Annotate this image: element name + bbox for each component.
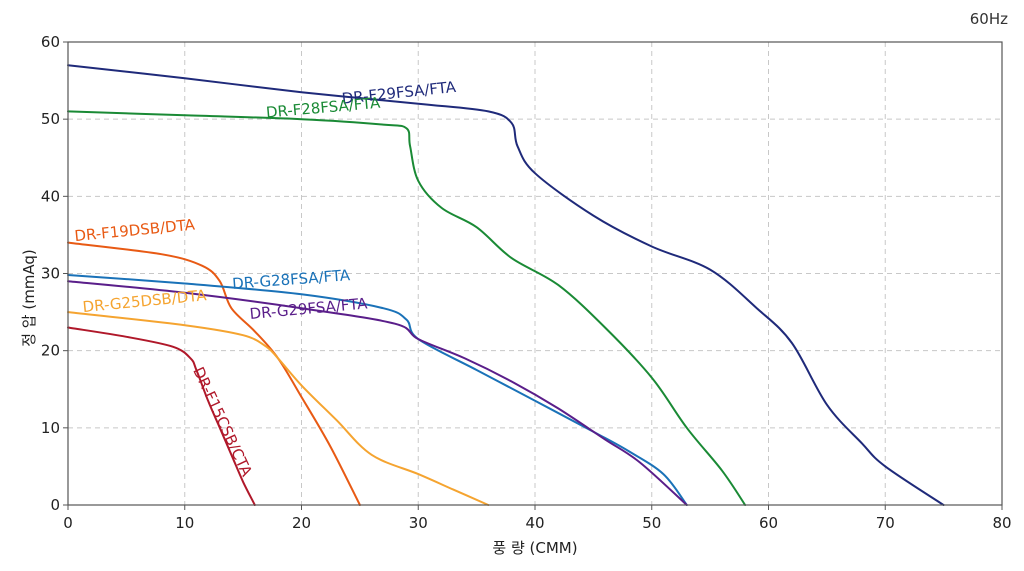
y-tick-label: 30 <box>41 265 60 283</box>
y-axis-ticks: 0 10 20 30 40 50 60 <box>41 33 68 514</box>
series-line-dr-f15csb-cta <box>67 326 256 506</box>
x-tick-label: 60 <box>759 514 778 532</box>
series-line-dr-f29fsa-fta <box>67 64 945 506</box>
series-label-dr-f28fsa-fta: DR-F28FSA/FTA <box>265 94 381 122</box>
x-axis-ticks: 0 10 20 30 40 50 60 70 80 <box>63 505 1012 532</box>
series-label-dr-g25dsb-dta: DR-G25DSB/DTA <box>82 286 208 316</box>
series-lines <box>67 64 945 506</box>
y-tick-label: 50 <box>41 110 60 128</box>
x-tick-label: 10 <box>175 514 194 532</box>
y-tick-label: 0 <box>50 496 60 514</box>
series-line-dr-g28fsa-fta <box>67 274 688 506</box>
x-tick-label: 20 <box>292 514 311 532</box>
y-tick-label: 10 <box>41 419 60 437</box>
x-tick-label: 30 <box>409 514 428 532</box>
series-label-dr-f19dsb-dta: DR-F19DSB/DTA <box>74 216 197 246</box>
x-tick-label: 40 <box>525 514 544 532</box>
series-line-dr-f19dsb-dta <box>67 241 361 506</box>
series-line-dr-f28fsa-fta <box>67 110 747 506</box>
series-label-dr-g28fsa-fta: DR-G28FSA/FTA <box>232 266 352 293</box>
x-tick-label: 80 <box>992 514 1011 532</box>
y-tick-label: 40 <box>41 187 60 205</box>
frequency-label: 60Hz <box>970 10 1008 28</box>
x-tick-label: 50 <box>642 514 661 532</box>
grid <box>68 42 1002 505</box>
series-line-dr-g25dsb-dta <box>67 311 490 506</box>
y-axis-title: 정 압 (mmAq) <box>20 249 38 347</box>
series-label-dr-g29fsa-fta: DR-G29FSA/FTA <box>249 294 369 323</box>
series-line-dr-g29fsa-fta <box>67 280 688 506</box>
y-tick-label: 20 <box>41 342 60 360</box>
y-tick-label: 60 <box>41 33 60 51</box>
x-tick-label: 70 <box>876 514 895 532</box>
x-tick-label: 0 <box>63 514 73 532</box>
x-axis-title: 풍 량 (CMM) <box>492 539 577 557</box>
series-label-dr-f15csb-cta: DR-F15CSB/CTA <box>189 364 256 480</box>
